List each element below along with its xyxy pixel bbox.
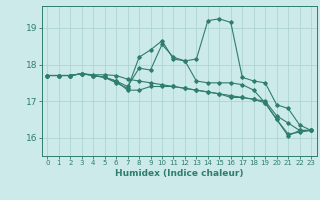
X-axis label: Humidex (Indice chaleur): Humidex (Indice chaleur) — [115, 169, 244, 178]
